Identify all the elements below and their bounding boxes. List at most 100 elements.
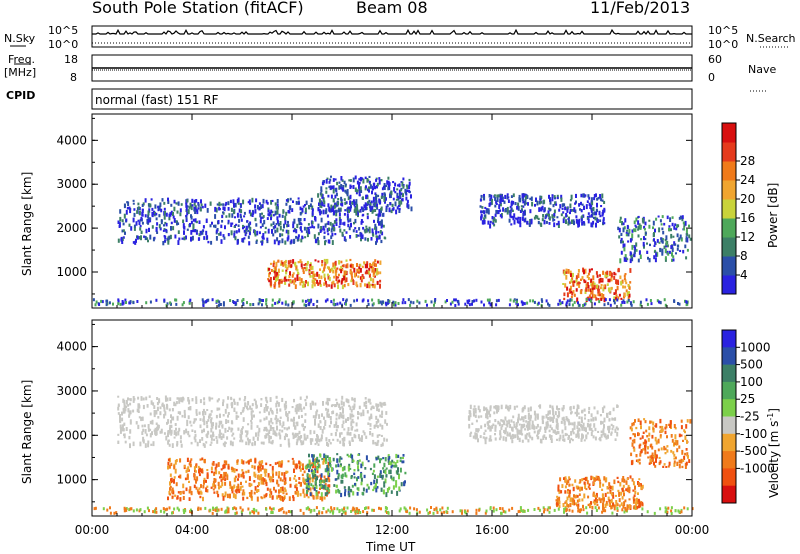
power-data-cell (576, 282, 579, 286)
vel-data-cell (637, 459, 640, 463)
vel-data-cell (274, 462, 277, 465)
power-data-cell (493, 223, 496, 227)
power-data-cell (271, 199, 274, 202)
power-data-cell (297, 217, 300, 222)
vel-data-cell (222, 464, 225, 470)
power-data-base-cell (630, 302, 632, 306)
vel-data-cell (505, 406, 507, 409)
vel-data-cell (237, 478, 239, 481)
power-data-cell (362, 196, 364, 200)
vel-data-cell (334, 432, 337, 437)
vel-data-cell (257, 474, 260, 480)
power-data-cell (380, 195, 383, 199)
vel-data-cell (351, 454, 354, 459)
power-data-cell (571, 280, 574, 284)
power-data-cell (595, 297, 598, 301)
power-data-cell (643, 244, 645, 249)
power-data-cell (175, 220, 178, 223)
power-data-base-cell (418, 301, 421, 305)
power-data-cell (667, 252, 670, 256)
power-data-cell (604, 274, 607, 278)
power-data-base-cell (234, 301, 237, 305)
vel-data-cell (186, 419, 189, 423)
power-data-base-cell (265, 302, 268, 306)
vel-data-cell (195, 413, 198, 416)
vel-data-cell (219, 485, 222, 488)
power-data-base-cell (345, 299, 347, 303)
vel-data-base-cell (163, 510, 166, 514)
vel-data-cell (167, 439, 170, 442)
vel-data-cell (218, 414, 221, 417)
power-data-cell (367, 270, 370, 275)
power-data-cell (194, 206, 197, 211)
power-data-cell (262, 198, 265, 204)
power-data-cell (270, 200, 273, 205)
vel-data-cell (250, 495, 253, 501)
vel-data-cell (279, 408, 282, 412)
power-data-cell (295, 201, 298, 205)
power-data-cell (623, 292, 626, 298)
vel-data-cell (314, 480, 317, 484)
vel-data-base-cell (235, 507, 238, 511)
power-data-cell (341, 202, 344, 207)
vel-data-cell (194, 430, 197, 433)
power-data-cell (535, 197, 537, 202)
vel-data-cell (250, 421, 253, 425)
power-data-cell (620, 280, 623, 286)
vel-data-cell (612, 494, 615, 499)
vel-data-cell (588, 406, 591, 411)
vel-data-cell (195, 480, 197, 484)
power-data-cell (664, 248, 667, 254)
vel-data-cell (121, 411, 123, 416)
vel-data-cell (237, 473, 240, 478)
power-data-cell (272, 262, 275, 267)
vel-data-cell (276, 408, 278, 412)
vel-data-cell (124, 408, 127, 412)
vel-data-cell (673, 424, 676, 428)
vel-data-cell (517, 413, 520, 419)
vel-data-cell (602, 409, 605, 413)
vel-data-cell (582, 504, 584, 508)
vel-data-cell (397, 454, 400, 458)
vel-data-base-cell (155, 510, 158, 514)
vel-data-cell (231, 434, 234, 437)
power-data-cell (481, 206, 484, 209)
power-data-cell (340, 260, 343, 264)
vel-data-cell (263, 409, 266, 413)
vel-data-cell (638, 458, 641, 462)
power-data-cell (182, 223, 185, 228)
vel-data-cell (254, 486, 257, 491)
power-data-cell (351, 264, 354, 269)
power-data-cell (333, 283, 336, 288)
vel-data-cell (470, 431, 473, 434)
vel-data-cell (334, 478, 337, 481)
power-data-cell (356, 268, 359, 274)
vel-data-cell (195, 486, 198, 490)
vel-data-cell (342, 414, 345, 420)
power-data-cell (185, 218, 188, 222)
vel-data-cell (375, 457, 378, 461)
vel-data-cell (217, 398, 220, 401)
power-data-cell (253, 229, 256, 235)
vel-data-cell (314, 402, 317, 406)
power-data-cell (570, 291, 572, 294)
power-data-cell (376, 203, 378, 207)
power-data-cell (319, 280, 322, 285)
power-data-cell (646, 242, 648, 245)
power-data-cell (520, 205, 523, 208)
vel-data-cell (559, 477, 562, 482)
vel-data-cell (143, 424, 146, 428)
power-data-cell (586, 200, 589, 203)
power-data-cell (590, 222, 593, 228)
vel-data-cell (351, 484, 354, 488)
vel-data-cell (518, 429, 521, 435)
vel-data-cell (560, 490, 563, 494)
power-data-cell (183, 225, 186, 230)
vel-data-base-cell (585, 506, 588, 510)
vel-data-cell (308, 469, 310, 473)
vel-data-cell (375, 424, 378, 427)
power-data-base-cell (262, 299, 264, 302)
power-data-cell (531, 201, 534, 207)
vel-data-cell (680, 419, 683, 423)
vel-data-cell (536, 430, 539, 435)
